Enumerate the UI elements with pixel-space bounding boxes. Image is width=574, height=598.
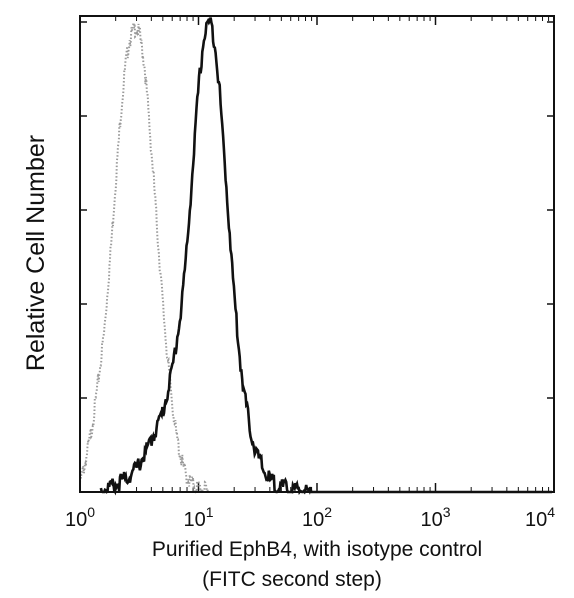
histogram-curve-isotype (79, 22, 552, 495)
histogram-curve-ephb4 (99, 17, 552, 496)
x-tick-label: 101 (183, 504, 213, 531)
x-tick-label: 100 (65, 504, 95, 531)
x-tick-label: 104 (525, 504, 555, 531)
x-axis-label-sub: (FITC second step) (202, 568, 382, 591)
y-axis-label: Relative Cell Number (22, 135, 50, 371)
plot-frame (79, 15, 555, 493)
x-axis-label: Purified EphB4, with isotype control (152, 538, 482, 561)
x-tick-label: 103 (420, 504, 450, 531)
x-tick-label: 102 (302, 504, 332, 531)
